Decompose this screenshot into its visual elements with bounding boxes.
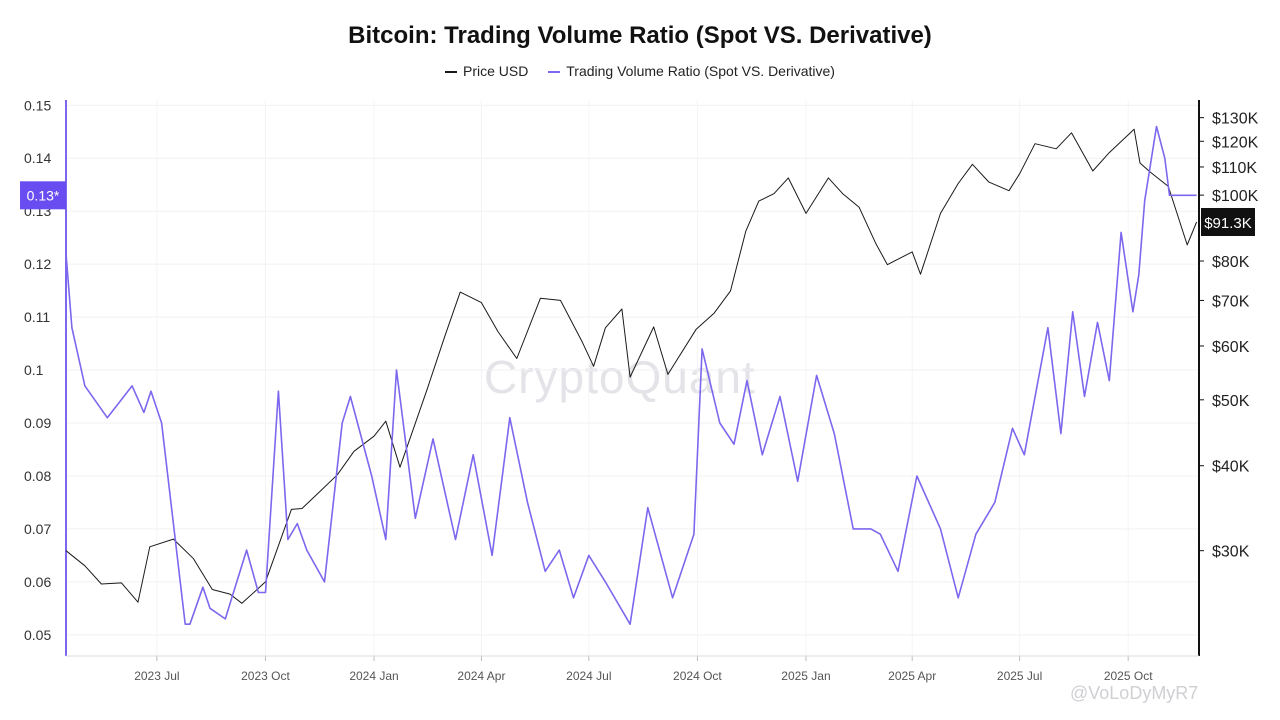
left-tick-label: 0.09 xyxy=(24,415,51,431)
x-tick-label: 2024 Jan xyxy=(349,669,398,683)
x-tick-label: 2024 Jul xyxy=(566,669,611,683)
x-tick-label: 2025 Jan xyxy=(781,669,830,683)
right-tick-label: $70K xyxy=(1212,293,1250,310)
left-axis-ticks: 0.150.140.130.120.110.10.090.080.070.060… xyxy=(24,97,51,643)
price-marker-label: $91.3K xyxy=(1204,215,1252,232)
left-tick-label: 0.06 xyxy=(24,574,51,590)
cryptoquant-watermark: CryptoQuant xyxy=(484,351,756,403)
legend-swatch-ratio xyxy=(548,71,561,74)
x-axis-ticks: 2023 Jul 2023 Oct 2024 Jan 2024 Apr 2024 Jul… xyxy=(134,669,1153,683)
right-tick-label: $50K xyxy=(1212,393,1250,410)
legend-label-price: Price USD xyxy=(463,63,529,79)
axes xyxy=(65,100,1204,661)
legend-item-ratio[interactable]: Trading Volume Ratio (Spot VS. Derivativ… xyxy=(548,63,835,79)
volume-ratio-line xyxy=(65,125,1197,626)
left-tick-label: 0.14 xyxy=(24,150,51,166)
left-tick-label: 0.11 xyxy=(24,309,50,325)
legend-item-price[interactable]: Price USD xyxy=(445,63,528,79)
ratio-marker-label: 0.13* xyxy=(27,187,60,203)
left-tick-label: 0.15 xyxy=(24,97,51,113)
right-tick-label: $100K xyxy=(1212,188,1259,205)
grid-lines xyxy=(66,100,1199,656)
value-markers: 0.13* $91.3K xyxy=(20,181,1255,236)
x-tick-label: 2023 Jul xyxy=(134,669,179,683)
left-tick-label: 0.1 xyxy=(24,362,44,378)
x-tick-label: 2023 Oct xyxy=(241,669,290,683)
price-marker-bg xyxy=(1201,207,1255,236)
price-usd-line xyxy=(65,128,1198,604)
right-tick-label: $80K xyxy=(1212,254,1250,271)
legend: Price USD Trading Volume Ratio (Spot VS.… xyxy=(0,63,1280,79)
legend-label-ratio: Trading Volume Ratio (Spot VS. Derivativ… xyxy=(566,63,835,79)
right-tick-label: $40K xyxy=(1212,459,1250,476)
left-tick-label: 0.08 xyxy=(24,468,51,484)
series-layer xyxy=(65,125,1198,626)
x-tick-label: 2024 Oct xyxy=(673,669,722,683)
chart-title: Bitcoin: Trading Volume Ratio (Spot VS. … xyxy=(348,22,932,49)
right-tick-label: $120K xyxy=(1212,134,1259,151)
left-tick-label: 0.07 xyxy=(24,521,51,537)
x-tick-label: 2025 Apr xyxy=(888,669,936,683)
right-tick-label: $130K xyxy=(1212,111,1259,128)
x-tick-label: 2025 Oct xyxy=(1104,669,1153,683)
author-watermark: @VoLoDyMyR7 xyxy=(1070,683,1199,703)
right-tick-label: $110K xyxy=(1212,160,1257,177)
right-tick-label: $60K xyxy=(1212,339,1250,356)
right-tick-label: $30K xyxy=(1212,544,1250,561)
legend-swatch-price xyxy=(445,71,458,74)
left-tick-label: 0.05 xyxy=(24,627,51,643)
ratio-marker-bg xyxy=(20,181,66,210)
right-axis-ticks: $130K $120K $110K $100K $80K $70K $60K $50K $40K… xyxy=(1212,111,1259,561)
x-tick-label: 2024 Apr xyxy=(457,669,505,683)
x-tick-label: 2025 Jul xyxy=(997,669,1042,683)
left-tick-label: 0.12 xyxy=(24,256,51,272)
